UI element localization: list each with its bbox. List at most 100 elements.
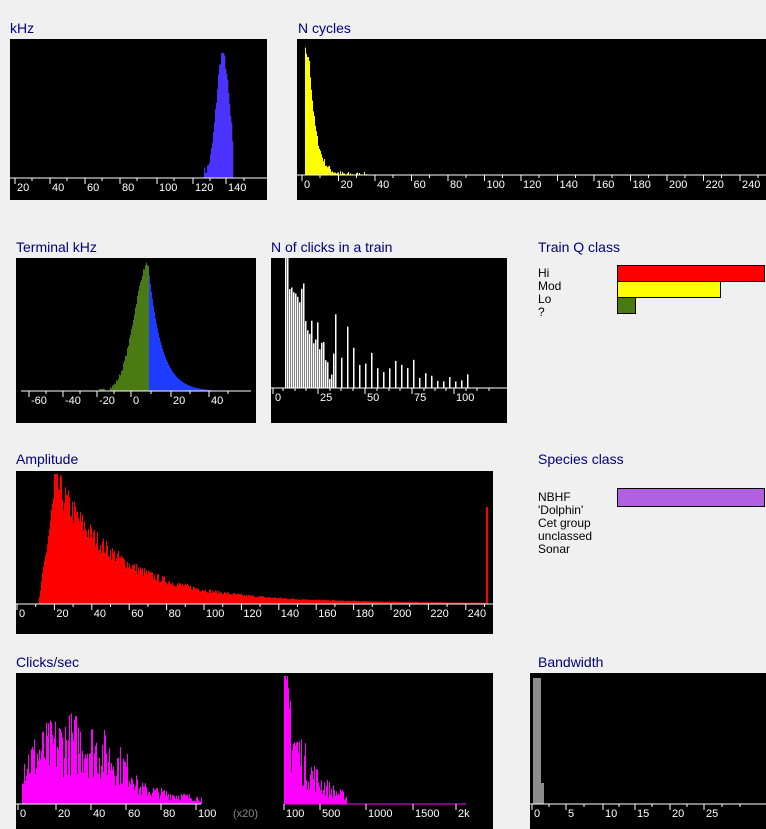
histogram-bar [155,789,156,804]
histogram-bar [45,555,46,604]
histogram-bar [157,788,158,804]
histogram-bar [87,753,88,804]
histogram-bar [35,773,36,804]
histogram-bar [384,601,385,604]
histogram-bar [486,507,488,604]
histogram-bar [305,321,307,388]
histogram-bar [228,92,230,178]
histogram-bar [150,283,151,391]
histogram-bar [137,779,138,804]
histogram-bar [324,159,325,175]
histogram-bar [346,796,347,804]
histogram-bar [326,786,327,804]
histogram-bar [143,269,144,391]
histogram-bar [78,727,79,804]
histogram-bar [338,172,339,175]
histogram-bar [116,558,117,604]
histogram-bar [167,584,168,604]
histogram-bar [72,501,73,604]
histogram-bar [309,333,311,388]
axis-tick-label: 40 [93,808,105,820]
histogram-bar [104,552,105,604]
histogram-bar [480,602,481,604]
histogram-bar [239,594,240,604]
histogram-bar [474,602,475,604]
histogram-bar [473,602,474,604]
histogram-bar [285,598,286,604]
histogram-bar [225,68,227,178]
histogram-bar [184,793,185,804]
histogram-bar [197,388,198,391]
histogram-bar [319,599,320,604]
histogram-bar [138,567,139,604]
histogram-bar [443,602,444,604]
terminal-khz-title: Terminal kHz [16,239,97,255]
histogram-bar [56,474,57,604]
histogram-bar [341,357,343,388]
histogram-bar [394,601,395,604]
histogram-bar [123,557,124,604]
histogram-bar [183,586,184,604]
histogram-bar [86,758,87,804]
histogram-bar [125,356,126,391]
histogram-bar [114,550,115,604]
axis-tick-label: 20 [17,182,29,194]
histogram-bar [476,602,477,604]
histogram-bar [131,329,132,391]
axis-tick-label: 200 [669,179,687,191]
histogram-bar [201,591,202,604]
histogram-bar [145,783,146,804]
histogram-bar [154,312,155,391]
histogram-bar [210,589,211,604]
histogram-bar [211,148,213,178]
histogram-bar [184,383,185,391]
histogram-bar [541,783,544,804]
histogram-bar [193,387,194,391]
histogram-bar [41,750,42,804]
histogram-bar [191,386,192,391]
histogram-bar [326,165,327,175]
histogram-bar [131,568,132,604]
histogram-bar [333,172,334,175]
nclicks-histogram: 0 25 50 75 100 [271,258,507,423]
histogram-bar [204,389,205,391]
histogram-bar [329,781,330,804]
axis-tick-label: 240 [742,179,760,191]
histogram-bar [87,536,88,604]
histogram-bar [177,798,178,804]
species-label: 'Dolphin' [538,503,584,517]
histogram-bar [348,600,349,604]
histogram-bar [303,785,304,804]
histogram-bar [125,762,126,804]
histogram-bar [470,602,471,604]
histogram-bar [368,601,369,604]
histogram-bar [223,594,224,604]
histogram-bar [61,732,62,804]
histogram-bar [198,388,199,391]
histogram-bar [339,601,340,604]
bandwidth-histogram: 0 5 10 15 20 25 [530,673,766,829]
axis-tick-label: 0 [304,179,310,191]
histogram-bar [315,125,316,175]
histogram-bar [266,597,267,604]
histogram-bar [179,582,180,604]
histogram-bar [377,368,379,388]
histogram-bar [63,777,64,804]
histogram-bar [461,602,462,604]
axis-tick-label: 2k [458,808,470,820]
histogram-bar [98,550,99,604]
histogram-bar [320,599,321,604]
histogram-bar [315,599,316,604]
histogram-bar [447,602,448,604]
histogram-bar [163,576,164,604]
histogram-bar [134,563,135,604]
histogram-bar [142,275,143,391]
histogram-bar [291,771,292,804]
histogram-bar [437,380,439,388]
axis-tick-label: 120 [195,182,213,194]
histogram-bar [257,597,258,604]
histogram-bar [307,599,308,604]
histogram-bar [338,600,339,604]
histogram-bar [113,766,114,804]
histogram-bar [70,776,71,804]
